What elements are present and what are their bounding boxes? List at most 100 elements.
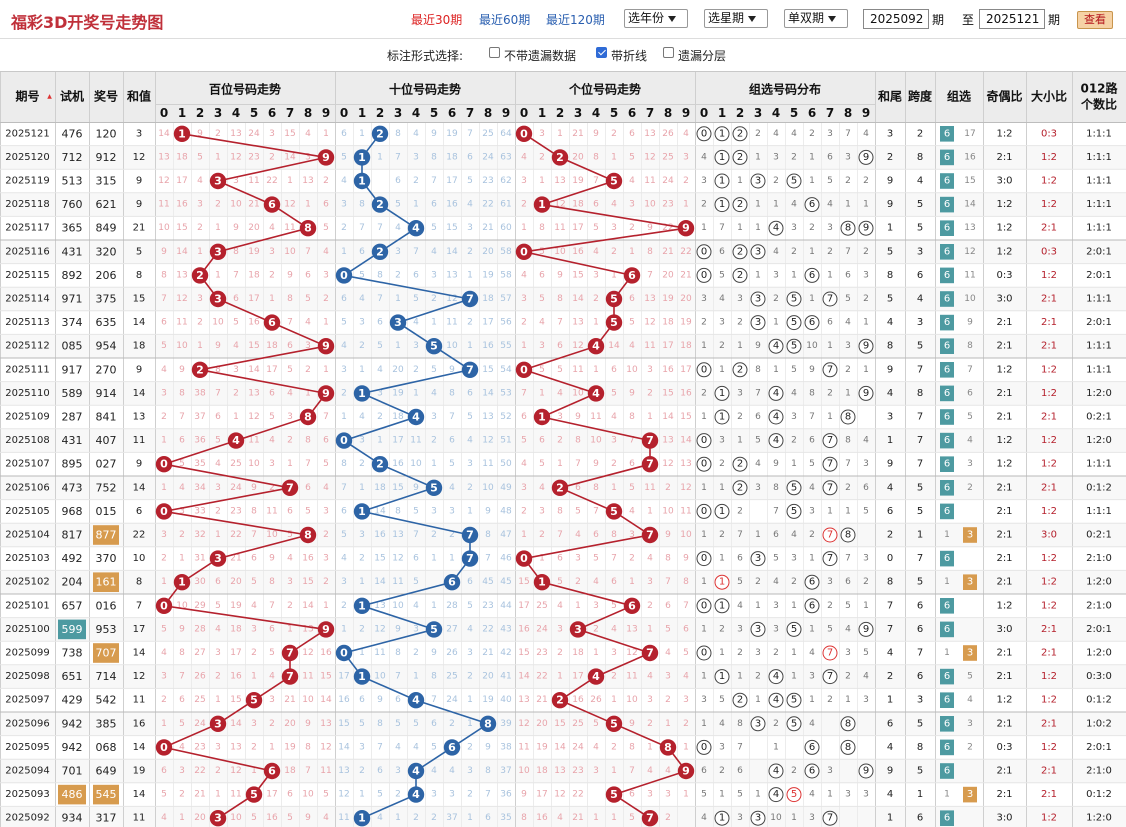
header-units: 个位号码走势 <box>568 82 641 97</box>
group-omission: 3 <box>863 270 869 280</box>
recent-60-link[interactable]: 最近60期 <box>479 13 531 27</box>
omission-number: 2 <box>359 341 365 351</box>
road012-cell: 1:1:1 <box>1086 506 1112 517</box>
group-digit: 7 <box>827 530 833 541</box>
omission-number: 24 <box>194 719 206 729</box>
road012-cell: 1:1:1 <box>1086 128 1112 139</box>
omission-number: 17 <box>482 318 493 328</box>
from-issue-input[interactable]: 2025092 <box>863 9 929 29</box>
group-digit: 6 <box>809 600 815 611</box>
trial-cell: 712 <box>62 151 83 164</box>
omission-number: 20 <box>572 152 584 162</box>
group-ball <box>822 527 838 543</box>
omission-number: 2 <box>215 766 221 776</box>
group-digit: 2 <box>737 364 743 375</box>
group-omission: 2 <box>845 483 851 493</box>
span-cell: 7 <box>917 435 923 446</box>
sum-tail-cell: 5 <box>887 246 893 257</box>
omission-number: 8 <box>539 223 545 233</box>
polyline-label[interactable]: 带折线 <box>611 49 648 63</box>
winning-ball <box>533 408 551 426</box>
layered-omission-checkbox[interactable] <box>663 47 674 58</box>
header-digit: 2 <box>736 106 744 120</box>
winning-digit: 5 <box>430 623 438 636</box>
omission-number: 8 <box>269 577 275 587</box>
omission-number: 4 <box>323 483 329 493</box>
omission-number: 3 <box>593 270 599 280</box>
no-omission-checkbox[interactable] <box>489 47 500 58</box>
group-omission: 6 <box>719 247 725 257</box>
omission-number: 12 <box>338 790 349 800</box>
omission-number: 6 <box>323 200 329 210</box>
omission-number: 2 <box>215 200 221 210</box>
prize-cell: 635 <box>96 316 117 329</box>
recent-120-link[interactable]: 最近120期 <box>546 13 605 27</box>
winning-ball <box>443 739 461 756</box>
group6-badge <box>940 668 954 685</box>
winning-digit: 3 <box>214 175 222 188</box>
omission-number: 5 <box>395 719 401 729</box>
recent-30-link[interactable]: 最近30期 <box>411 13 463 27</box>
group-omission: 8 <box>737 719 743 729</box>
group-omission: 1 <box>827 506 833 516</box>
winning-digit: 6 <box>268 316 276 329</box>
omission-number: 3 <box>161 388 167 398</box>
group-ball <box>732 197 748 213</box>
omission-number: 2 <box>359 766 365 776</box>
no-omission-label[interactable]: 不带遗漏数据 <box>504 49 577 63</box>
year-select[interactable]: 选年份 <box>624 9 688 28</box>
winning-ball <box>353 810 371 827</box>
omission-number: 6 <box>179 436 185 446</box>
omission-number: 45 <box>482 577 493 587</box>
group-digit: 4 <box>773 695 779 706</box>
group6-label: 6 <box>944 341 950 352</box>
omission-number: 2 <box>233 388 239 398</box>
query-button[interactable]: 查看 <box>1077 11 1113 29</box>
omission-number: 7 <box>449 412 455 422</box>
to-issue-input[interactable]: 2025121 <box>979 9 1045 29</box>
week-select[interactable]: 选星期 <box>704 9 768 28</box>
layered-omission-label[interactable]: 遗漏分层 <box>678 49 727 63</box>
group-ball <box>786 338 802 354</box>
parity-select[interactable]: 单双期 <box>784 9 848 28</box>
omission-number: 27 <box>194 648 205 658</box>
winning-ball <box>209 172 227 190</box>
winning-ball <box>155 503 173 520</box>
omission-number: 13 <box>644 294 655 304</box>
omission-number: 37 <box>446 813 457 823</box>
omission-number: 3 <box>269 129 275 139</box>
omission-number: 10 <box>626 365 638 375</box>
omission-number: 10 <box>374 672 386 682</box>
omission-number: 11 <box>554 223 565 233</box>
road012-cell: 1:2:0 <box>1086 435 1112 446</box>
omission-number: 9 <box>431 129 437 139</box>
polyline-checkbox[interactable] <box>596 47 607 58</box>
big-small-cell: 2:1 <box>1041 718 1057 729</box>
omission-number: 1 <box>359 365 365 375</box>
trial-cell: 917 <box>62 363 83 376</box>
group-omission: 1 <box>701 412 707 422</box>
group-ball <box>840 409 856 425</box>
omission-number: 1 <box>395 294 401 304</box>
group-digit: 9 <box>863 624 869 635</box>
winning-ball <box>551 692 569 709</box>
group-omission: 4 <box>863 672 869 682</box>
omission-number: 3 <box>251 624 257 634</box>
issue-cell: 2025092 <box>5 813 50 824</box>
omission-number: 9 <box>629 388 635 398</box>
omission-number: 4 <box>575 530 581 540</box>
group-digit: 2 <box>737 152 743 163</box>
omission-number: 2 <box>269 483 275 493</box>
omission-number: 6 <box>287 341 293 351</box>
omission-number: 3 <box>413 152 419 162</box>
omission-number: 8 <box>395 506 401 516</box>
omission-number: 1 <box>251 766 257 776</box>
omission-number: 11 <box>482 459 493 469</box>
omission-number: 19 <box>482 695 494 705</box>
omission-number: 14 <box>572 294 584 304</box>
omission-number: 12 <box>230 152 241 162</box>
group-digit: 0 <box>701 742 707 753</box>
omission-number: 5 <box>413 506 419 516</box>
issue-cell: 2025096 <box>5 718 50 729</box>
omission-number: 6 <box>467 388 473 398</box>
